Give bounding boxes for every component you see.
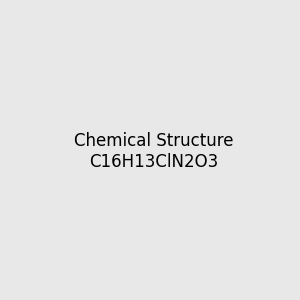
Text: Chemical Structure
C16H13ClN2O3: Chemical Structure C16H13ClN2O3	[74, 132, 233, 171]
